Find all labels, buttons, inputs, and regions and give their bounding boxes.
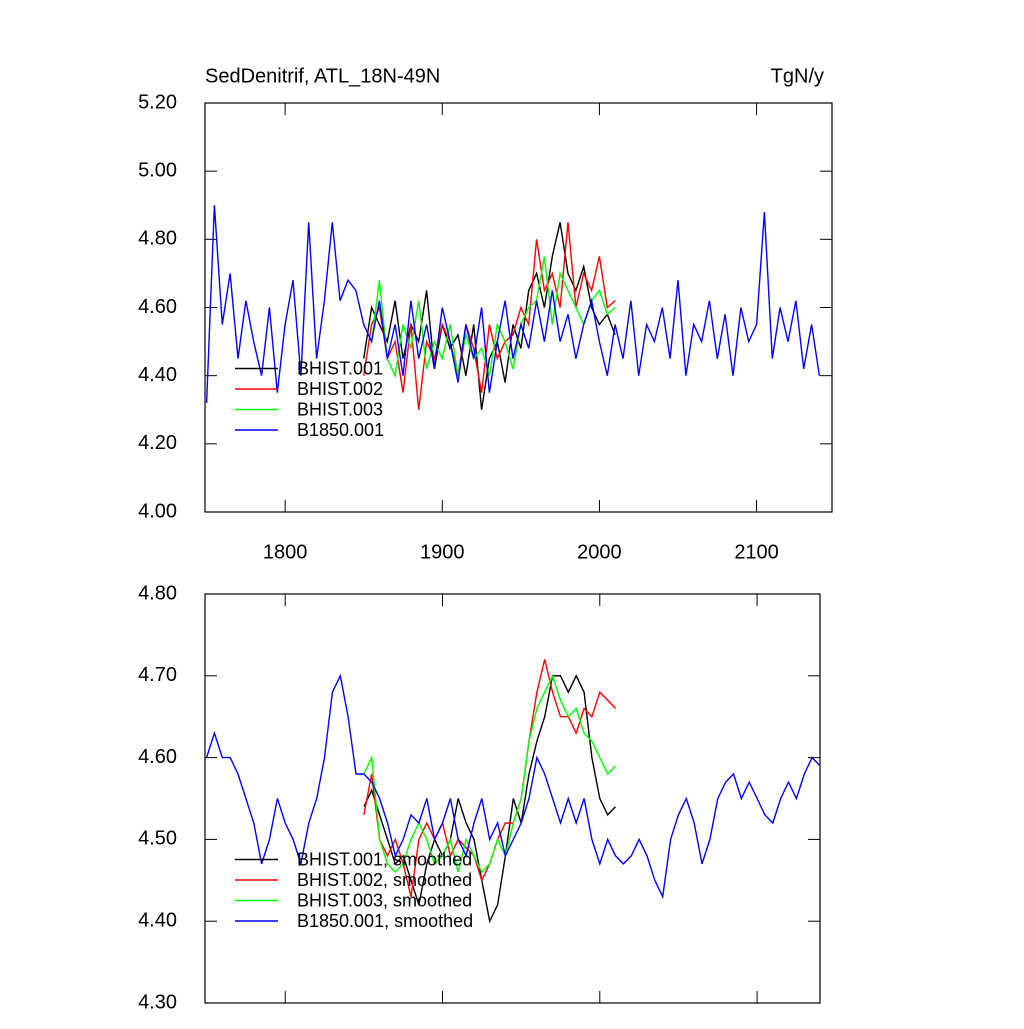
legend-label: BHIST.001, smoothed xyxy=(297,849,472,869)
y-tick-label: 4.40 xyxy=(138,364,177,386)
data-line xyxy=(363,673,617,874)
x-tick-label: 2000 xyxy=(577,541,622,563)
legend-label: B1850.001 xyxy=(297,420,384,440)
y-tick-label: 4.40 xyxy=(138,909,177,931)
y-tick-label: 4.70 xyxy=(138,664,177,686)
y-tick-label: 4.20 xyxy=(138,432,177,454)
chart-title: SedDenitrif, ATL_18N-49N xyxy=(205,65,440,87)
legend-label: BHIST.002 xyxy=(297,379,383,399)
legend-label: BHIST.003 xyxy=(297,399,383,419)
data-line xyxy=(363,256,616,379)
data-line xyxy=(205,673,821,900)
legend-label: BHIST.003, smoothed xyxy=(297,890,472,910)
y-tick-label: 4.30 xyxy=(138,991,177,1013)
x-tick-label: 2100 xyxy=(734,541,779,563)
legend-label: BHIST.001 xyxy=(297,358,383,378)
legend-label: B1850.001, smoothed xyxy=(297,911,473,931)
y-tick-label: 5.00 xyxy=(138,159,177,181)
plot-frame xyxy=(204,593,821,1004)
units-label: TgN/y xyxy=(771,65,824,87)
y-tick-label: 4.80 xyxy=(138,582,177,604)
data-line xyxy=(363,222,616,410)
data-line xyxy=(205,205,821,403)
y-tick-label: 5.20 xyxy=(138,91,177,113)
plot-frame xyxy=(204,102,833,513)
y-tick-label: 4.60 xyxy=(138,746,177,768)
y-tick-label: 4.00 xyxy=(138,500,177,522)
data-line xyxy=(363,674,617,924)
x-tick-label: 1800 xyxy=(263,541,308,563)
y-tick-label: 4.80 xyxy=(138,228,177,250)
y-tick-label: 4.50 xyxy=(138,828,177,850)
x-tick-label: 1900 xyxy=(420,541,465,563)
legend-label: BHIST.002, smoothed xyxy=(297,870,472,890)
y-tick-label: 4.60 xyxy=(138,296,177,318)
